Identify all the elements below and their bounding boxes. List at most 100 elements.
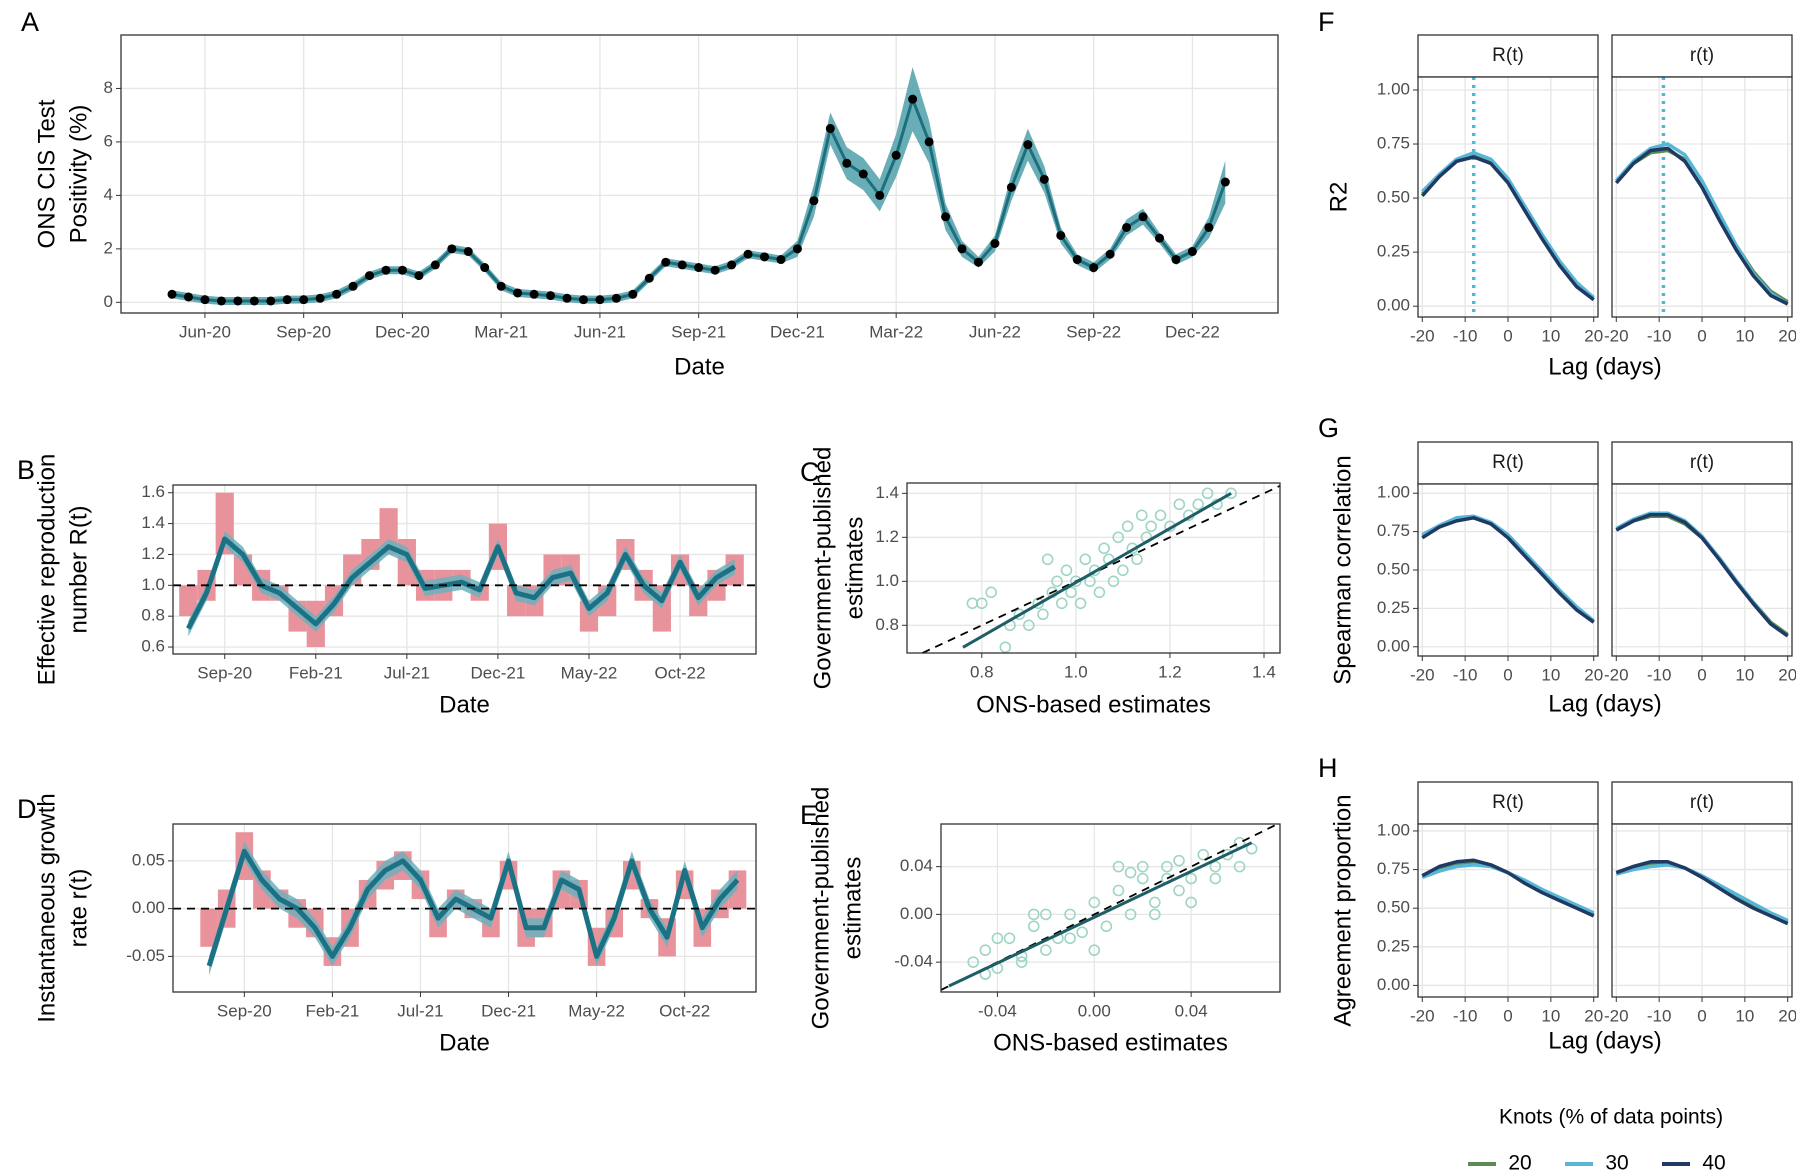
y-tick-label: 0.04 (900, 856, 933, 875)
data-point (809, 196, 819, 206)
data-point (1124, 866, 1137, 879)
data-point (1187, 247, 1197, 257)
data-point (480, 263, 490, 273)
panel-label: D (17, 794, 37, 824)
facet-strip-label: r(t) (1690, 45, 1714, 66)
x-tick-label: 10 (1541, 326, 1560, 345)
data-point (529, 289, 539, 299)
plot-border (1611, 823, 1793, 998)
y-tick-label: 1.4 (875, 483, 899, 502)
facet-strip (1611, 34, 1793, 78)
data-point (1173, 498, 1186, 511)
y-axis-title: rate r(t) (65, 869, 92, 948)
y-tick-label: 0.00 (1377, 636, 1410, 655)
legend-label: 40 (1702, 1152, 1725, 1175)
data-point (430, 260, 440, 270)
facet-strip (1417, 781, 1599, 825)
fit-line (962, 491, 1232, 649)
data-point (1040, 944, 1052, 957)
reference-bar (200, 908, 218, 947)
data-point (1149, 896, 1161, 909)
data-point (710, 265, 720, 275)
facet-strip (1417, 441, 1599, 485)
series-line (1420, 155, 1595, 302)
x-tick-label: -20 (1410, 665, 1435, 684)
x-tick-label: Sep-20 (276, 322, 331, 341)
x-tick-label: -10 (1647, 1006, 1672, 1025)
x-tick-label: Oct-22 (655, 663, 706, 682)
data-point (1055, 597, 1068, 610)
y-axis-title: number R(t) (65, 505, 92, 633)
data-point (546, 291, 556, 301)
data-point (1100, 920, 1113, 933)
x-tick-label: 20 (1778, 1006, 1796, 1025)
x-tick-label: -0.04 (978, 1001, 1017, 1020)
data-point (1056, 230, 1066, 240)
data-point (858, 169, 868, 179)
series-line (1421, 858, 1595, 918)
data-point (1023, 619, 1035, 632)
data-point (1013, 608, 1026, 621)
data-point (183, 292, 193, 302)
plot-border (1611, 76, 1793, 318)
legend-title: Knots (% of data points) (1499, 1106, 1723, 1129)
x-tick-label: 10 (1541, 1006, 1560, 1025)
plot-border (1417, 76, 1599, 318)
data-point (990, 239, 1000, 248)
y-tick-label: 6 (104, 131, 113, 150)
data-point (463, 247, 473, 257)
data-point (1107, 575, 1120, 588)
data-point (1136, 872, 1149, 885)
data-point (908, 94, 918, 104)
x-tick-label: 1.0 (1064, 662, 1088, 681)
data-point (1135, 509, 1148, 522)
data-point (1117, 564, 1129, 577)
legend-label: 30 (1605, 1152, 1628, 1175)
data-point (397, 265, 407, 275)
data-point (1065, 586, 1077, 599)
x-tick-label: Dec-21 (471, 663, 526, 682)
y-axis-title: Positivity (%) (65, 105, 92, 244)
data-point (1145, 520, 1157, 533)
x-tick-label: Jun-22 (969, 322, 1021, 341)
data-point (1076, 926, 1088, 939)
x-tick-label: Feb-21 (305, 1001, 359, 1020)
data-point (1040, 908, 1052, 921)
plot-border (120, 34, 1279, 314)
y-axis-title: Agreement proportion (1329, 794, 1356, 1026)
y-tick-label: 0.00 (900, 904, 933, 923)
y-tick-label: 0.50 (1377, 559, 1410, 578)
plot-border (906, 482, 1281, 654)
x-tick-label: -20 (1604, 1006, 1629, 1025)
data-point (1093, 586, 1106, 599)
facet-strip-label: r(t) (1690, 792, 1714, 813)
data-point (1064, 932, 1076, 945)
y-axis-title: Government-published (809, 447, 836, 690)
facet-strip (1611, 781, 1793, 825)
y-tick-label: 0.75 (1377, 134, 1410, 153)
data-point (825, 124, 835, 134)
x-tick-label: Dec-22 (1165, 322, 1220, 341)
plot-border (1417, 823, 1599, 998)
data-point (1136, 860, 1149, 873)
data-point (496, 281, 506, 291)
data-point (266, 296, 276, 306)
panel-label: F (1318, 7, 1335, 37)
data-point (985, 586, 997, 599)
data-point (1124, 908, 1137, 921)
plot-border (172, 823, 757, 993)
x-tick-label: 1.2 (1158, 662, 1182, 681)
data-point (1171, 255, 1181, 265)
facet-strip (1417, 34, 1599, 78)
y-tick-label: 2 (104, 238, 113, 257)
x-tick-label: 10 (1735, 1006, 1754, 1025)
panel-label: G (1318, 413, 1339, 443)
data-point (1112, 860, 1125, 873)
data-point (1185, 872, 1197, 885)
data-point (381, 265, 391, 275)
x-tick-label: 0 (1697, 1006, 1706, 1025)
data-point (1023, 140, 1033, 150)
data-point (1121, 520, 1134, 533)
x-tick-label: -20 (1410, 1006, 1435, 1025)
x-tick-label: May-22 (568, 1001, 625, 1020)
